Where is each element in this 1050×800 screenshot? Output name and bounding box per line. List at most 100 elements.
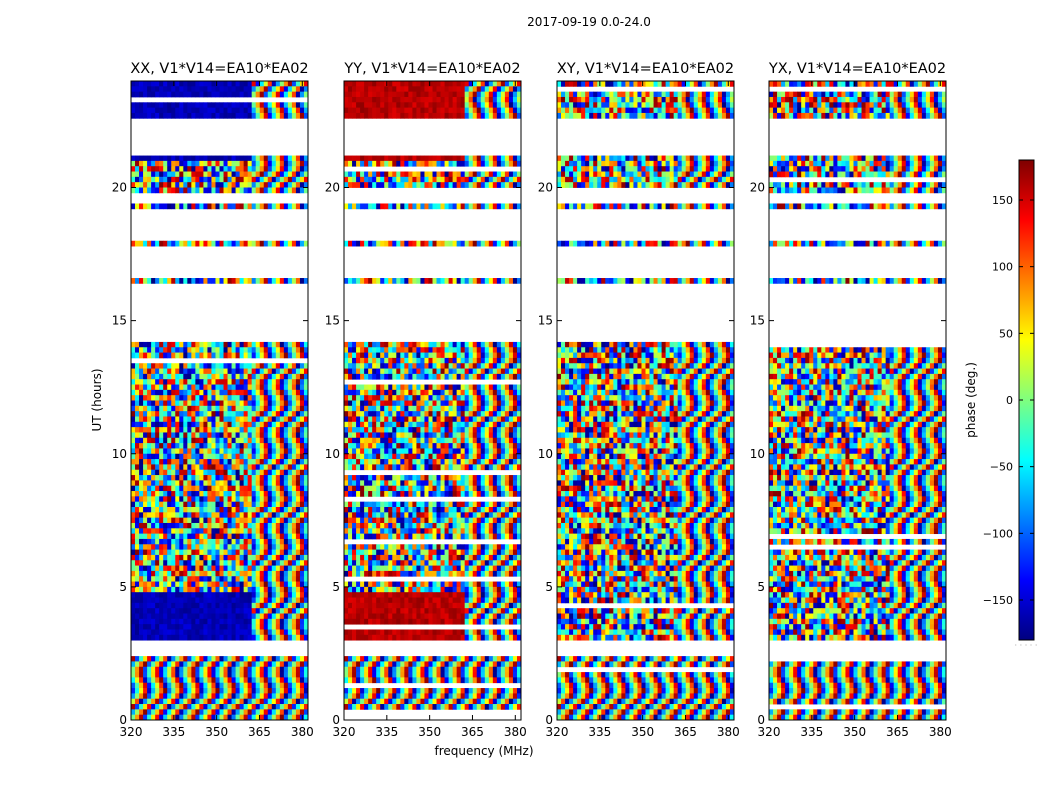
heatmap-cell bbox=[163, 688, 168, 694]
heatmap-cell bbox=[243, 618, 249, 625]
heatmap-cell bbox=[239, 709, 245, 716]
heatmap-cell bbox=[251, 203, 257, 210]
heatmap-cell bbox=[299, 608, 305, 614]
heatmap-cell bbox=[219, 453, 224, 460]
heatmap-cell bbox=[171, 187, 176, 194]
heatmap-cell bbox=[488, 155, 494, 162]
heatmap-cell bbox=[303, 496, 309, 503]
heatmap-cell bbox=[131, 560, 136, 566]
heatmap-cell bbox=[283, 405, 289, 412]
heatmap-cell bbox=[195, 363, 200, 369]
heatmap-cell bbox=[191, 91, 196, 98]
heatmap-cell bbox=[147, 278, 152, 284]
heatmap-cell bbox=[139, 278, 144, 284]
heatmap-cell bbox=[219, 634, 224, 641]
heatmap-cell bbox=[135, 560, 140, 566]
heatmap-cell bbox=[408, 203, 413, 210]
heatmap-cell bbox=[295, 363, 301, 369]
heatmap-cell bbox=[464, 357, 470, 364]
heatmap-cell bbox=[207, 672, 212, 678]
heatmap-cell bbox=[147, 368, 152, 375]
heatmap-cell bbox=[255, 384, 261, 391]
heatmap-cell bbox=[360, 347, 365, 353]
heatmap-cell bbox=[227, 624, 232, 630]
heatmap-cell bbox=[480, 176, 486, 183]
heatmap-cell bbox=[247, 421, 253, 428]
heatmap-cell bbox=[259, 501, 265, 508]
heatmap-cell bbox=[408, 368, 413, 375]
heatmap-cell bbox=[283, 592, 289, 598]
heatmap-cell bbox=[492, 395, 498, 401]
heatmap-cell bbox=[440, 107, 445, 114]
heatmap-cell bbox=[163, 549, 168, 556]
heatmap-cell bbox=[139, 421, 144, 428]
heatmap-cell bbox=[476, 341, 482, 348]
heatmap-cell bbox=[452, 107, 458, 114]
heatmap-cell bbox=[380, 395, 385, 401]
heatmap-cell bbox=[255, 507, 261, 513]
heatmap-cell bbox=[412, 107, 417, 114]
heatmap-cell bbox=[223, 709, 228, 716]
heatmap-cell bbox=[384, 368, 389, 375]
heatmap-cell bbox=[279, 155, 285, 162]
heatmap-cell bbox=[356, 373, 361, 380]
heatmap-cell bbox=[215, 107, 220, 114]
heatmap-cell bbox=[303, 549, 309, 556]
heatmap-cell bbox=[287, 475, 293, 481]
heatmap-cell bbox=[291, 112, 297, 119]
heatmap-cell bbox=[239, 501, 245, 508]
heatmap-cell bbox=[183, 507, 188, 513]
heatmap-cell bbox=[283, 688, 289, 694]
heatmap-cell bbox=[400, 363, 405, 369]
heatmap-cell bbox=[175, 507, 180, 513]
heatmap-cell bbox=[368, 203, 373, 210]
heatmap-cell bbox=[179, 448, 184, 455]
heatmap-cell bbox=[251, 475, 257, 481]
heatmap-cell bbox=[400, 405, 405, 412]
heatmap-cell bbox=[155, 203, 160, 210]
heatmap-cell bbox=[424, 373, 429, 380]
heatmap-cell bbox=[279, 661, 285, 668]
heatmap-cell bbox=[203, 176, 208, 183]
heatmap-cell bbox=[211, 538, 216, 545]
heatmap-cell bbox=[492, 389, 498, 396]
heatmap-cell bbox=[452, 384, 458, 391]
heatmap-cell bbox=[151, 613, 156, 620]
heatmap-cell bbox=[147, 507, 152, 513]
heatmap-cell bbox=[275, 698, 281, 705]
heatmap-cell bbox=[287, 618, 293, 625]
heatmap-cell bbox=[151, 570, 156, 577]
heatmap-cell bbox=[131, 182, 136, 188]
heatmap-cell bbox=[175, 629, 180, 636]
heatmap-cell bbox=[344, 347, 349, 353]
heatmap-cell bbox=[143, 416, 148, 423]
heatmap-cell bbox=[239, 91, 245, 98]
heatmap-cell bbox=[271, 187, 277, 194]
heatmap-cell bbox=[504, 102, 510, 109]
heatmap-cell bbox=[179, 379, 184, 385]
heatmap-cell bbox=[183, 629, 188, 636]
heatmap-cell bbox=[143, 459, 148, 465]
heatmap-cell bbox=[243, 709, 249, 716]
heatmap-cell bbox=[243, 373, 249, 380]
heatmap-cell bbox=[456, 405, 462, 412]
heatmap-cell bbox=[199, 278, 204, 284]
heatmap-cell bbox=[143, 107, 148, 114]
heatmap-cell bbox=[492, 203, 498, 210]
heatmap-cell bbox=[199, 416, 204, 423]
heatmap-cell bbox=[376, 278, 381, 284]
heatmap-cell bbox=[283, 618, 289, 625]
heatmap-cell bbox=[372, 395, 377, 401]
heatmap-cell bbox=[163, 693, 168, 700]
heatmap-cell bbox=[163, 240, 168, 247]
heatmap-cell bbox=[215, 507, 220, 513]
heatmap-cell bbox=[251, 480, 257, 487]
heatmap-cell bbox=[187, 160, 192, 167]
heatmap-cell bbox=[259, 693, 265, 700]
heatmap-cell bbox=[295, 182, 301, 188]
heatmap-cell bbox=[271, 666, 277, 673]
heatmap-cell bbox=[171, 709, 176, 716]
heatmap-cell bbox=[219, 427, 224, 433]
heatmap-cell bbox=[348, 405, 353, 412]
